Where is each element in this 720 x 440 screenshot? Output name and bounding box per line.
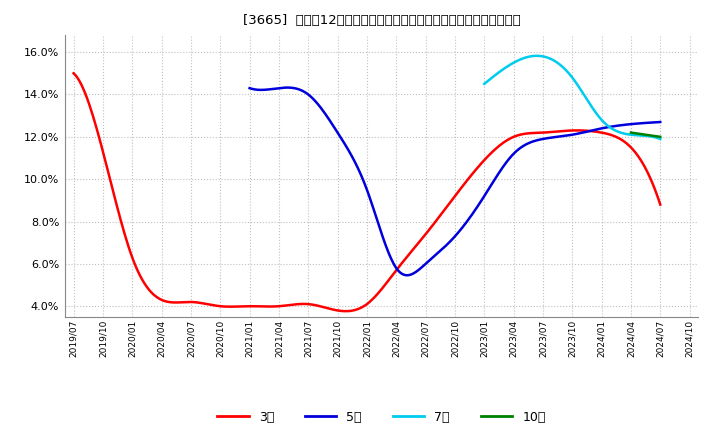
- Legend: 3年, 5年, 7年, 10年: 3年, 5年, 7年, 10年: [212, 406, 551, 429]
- Title: [3665]  売上高12か月移動合計の対前年同期増減率の標準偏差の推移: [3665] 売上高12か月移動合計の対前年同期増減率の標準偏差の推移: [243, 14, 521, 27]
